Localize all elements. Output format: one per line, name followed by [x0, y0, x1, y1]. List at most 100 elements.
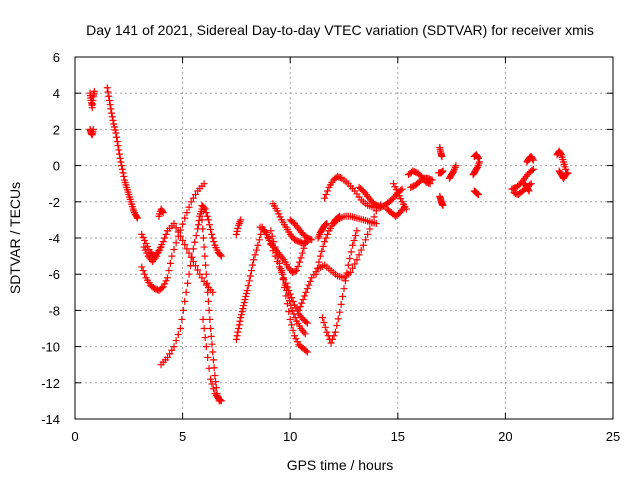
series-arc18	[278, 267, 311, 356]
data-point	[395, 192, 403, 200]
data-point	[475, 191, 482, 199]
y-tick-label: 6	[53, 50, 60, 65]
data-point	[426, 180, 434, 188]
data-point	[528, 166, 536, 174]
data-point	[562, 170, 570, 178]
data-point	[303, 348, 311, 356]
y-tick-label: -4	[48, 231, 60, 246]
data-point	[339, 293, 347, 301]
data-point	[255, 236, 263, 244]
data-point	[232, 230, 240, 238]
data-point	[188, 253, 196, 261]
data-point	[299, 296, 307, 304]
data-point	[267, 227, 275, 235]
data-point	[288, 321, 296, 329]
y-tick-label: 0	[53, 159, 60, 174]
data-point	[110, 120, 118, 128]
data-point	[452, 162, 460, 170]
data-point	[185, 270, 193, 278]
data-point	[254, 241, 262, 249]
data-point	[202, 270, 210, 278]
data-point	[438, 168, 446, 176]
data-point	[301, 330, 309, 338]
data-point	[204, 288, 212, 296]
series-arc32	[436, 144, 446, 161]
data-point	[89, 125, 97, 133]
x-tick-label: 0	[71, 429, 78, 444]
data-point	[333, 321, 341, 329]
data-point	[350, 236, 358, 244]
data-point	[389, 180, 397, 188]
data-point	[398, 185, 406, 193]
data-point	[344, 261, 352, 269]
data-point	[118, 162, 126, 170]
data-point	[114, 142, 122, 150]
data-point	[133, 213, 141, 221]
data-point	[473, 165, 481, 173]
data-point	[291, 301, 299, 309]
data-point	[204, 216, 212, 224]
data-point	[336, 174, 344, 182]
data-point	[269, 247, 277, 255]
data-point	[370, 213, 378, 221]
data-point	[139, 267, 147, 275]
data-point	[159, 283, 167, 291]
data-point	[212, 378, 220, 386]
data-point	[353, 256, 361, 264]
series-arc10	[198, 201, 225, 260]
data-point	[206, 315, 214, 323]
data-point	[298, 299, 306, 307]
data-point	[241, 296, 249, 304]
data-point	[362, 236, 370, 244]
data-point	[204, 353, 212, 361]
data-point	[233, 227, 241, 235]
data-point	[331, 328, 339, 336]
series-arc34	[445, 162, 460, 182]
series-arc42	[553, 147, 570, 173]
data-point	[237, 216, 245, 224]
data-point	[162, 277, 170, 285]
data-point	[306, 277, 314, 285]
data-point	[211, 372, 219, 380]
series-arc30	[405, 167, 434, 188]
series-arc31	[435, 167, 447, 177]
x-tick-label: 10	[283, 429, 297, 444]
data-point	[275, 210, 283, 218]
data-point	[323, 328, 331, 336]
data-point	[290, 310, 298, 318]
series-arc41	[523, 153, 537, 166]
data-point	[564, 169, 572, 177]
data-point	[189, 245, 197, 253]
data-point	[285, 308, 293, 316]
data-point	[106, 101, 114, 109]
data-point	[476, 158, 484, 166]
series-arc1	[86, 87, 98, 112]
data-point	[280, 276, 288, 284]
series-arc13	[232, 216, 245, 238]
data-point	[242, 293, 250, 301]
data-point	[278, 267, 286, 275]
y-tick-label: 4	[53, 86, 60, 101]
data-point	[249, 261, 257, 269]
data-point	[199, 315, 207, 323]
data-point	[205, 364, 213, 372]
data-point	[288, 306, 296, 314]
data-point	[312, 270, 320, 278]
data-point	[216, 396, 224, 404]
data-point	[107, 105, 115, 113]
data-point	[198, 216, 206, 224]
data-point	[529, 156, 537, 164]
data-point	[321, 238, 329, 246]
data-point	[351, 232, 359, 240]
data-point	[170, 245, 178, 253]
data-point	[165, 267, 173, 275]
data-point	[359, 241, 367, 249]
data-point	[108, 113, 116, 121]
data-point	[276, 213, 284, 221]
data-point	[161, 234, 169, 242]
series-arc23	[321, 172, 385, 211]
data-point	[279, 275, 287, 283]
data-point	[194, 266, 202, 274]
series-arc8	[157, 205, 206, 369]
data-point	[265, 235, 273, 243]
